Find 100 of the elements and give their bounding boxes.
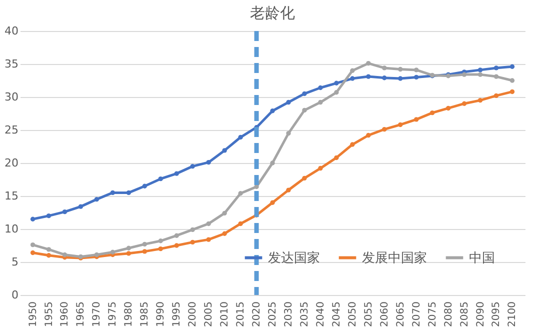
x-tick-label: 1995	[172, 302, 183, 327]
point	[174, 243, 179, 248]
x-tick-label: 1975	[108, 302, 119, 327]
point	[414, 74, 419, 80]
point	[318, 100, 323, 105]
point	[94, 196, 100, 202]
x-tick-label: 2035	[299, 302, 310, 327]
point	[366, 61, 371, 66]
point	[142, 249, 147, 254]
point	[494, 66, 499, 70]
x-tick-label: 2025	[268, 302, 278, 327]
y-tick-label: 35	[4, 58, 18, 70]
y-tick-label: 10	[4, 222, 18, 236]
point	[334, 90, 339, 95]
point	[286, 130, 291, 136]
x-tick-label: 2080	[443, 302, 454, 327]
point	[462, 101, 467, 106]
point	[46, 253, 52, 258]
point	[110, 250, 116, 254]
y-tick-label: 0	[12, 288, 18, 302]
x-tick-label: 1985	[140, 302, 151, 327]
point	[30, 250, 36, 256]
point	[350, 76, 355, 81]
point	[478, 72, 483, 77]
point	[222, 231, 227, 236]
x-tick-label: 2000	[188, 302, 199, 327]
point	[190, 240, 195, 245]
point	[302, 108, 307, 113]
x-tick-label: 2095	[491, 302, 502, 327]
x-tick-label: 2085	[459, 302, 470, 327]
point	[430, 110, 435, 116]
point	[334, 155, 339, 160]
x-tick-label: 1970	[92, 302, 103, 327]
point	[286, 100, 291, 105]
point	[414, 117, 419, 122]
point	[158, 176, 163, 182]
point	[494, 74, 499, 79]
point	[350, 68, 355, 73]
point	[206, 221, 211, 226]
x-tick-label: 2100	[507, 302, 518, 327]
x-tick-label: 2090	[475, 302, 486, 327]
point	[382, 76, 387, 80]
point	[206, 237, 211, 242]
point	[30, 216, 36, 222]
x-tick-label: 1955	[44, 302, 55, 327]
point	[126, 190, 132, 196]
point	[350, 142, 355, 147]
y-tick-label: 25	[4, 124, 18, 136]
point	[478, 98, 483, 103]
point	[174, 233, 179, 238]
y-tick-label: 20	[4, 156, 18, 170]
point	[238, 191, 243, 196]
legend-label: 中国	[469, 250, 495, 266]
legend-label: 发达国家	[268, 250, 320, 266]
point	[510, 64, 515, 69]
point	[270, 200, 275, 205]
chart-title: 老龄化	[250, 4, 295, 22]
point	[62, 252, 68, 258]
x-tick-label: 2005	[204, 302, 215, 327]
point	[46, 213, 52, 218]
point	[318, 85, 323, 90]
point	[478, 68, 483, 72]
point	[30, 242, 36, 248]
x-tick-label: 2045	[331, 302, 342, 327]
x-tick-label: 2060	[379, 302, 390, 327]
point	[142, 184, 147, 188]
point	[238, 134, 243, 140]
x-tick-label: 2010	[220, 302, 231, 327]
y-tick-label: 5	[12, 256, 18, 268]
x-tick-label: 2015	[236, 302, 247, 327]
point	[334, 80, 339, 86]
x-tick-label: 2030	[283, 302, 294, 327]
point	[62, 210, 68, 214]
point	[126, 246, 132, 250]
x-tick-label: 1990	[156, 302, 167, 327]
x-tick-label: 1950	[28, 302, 39, 327]
point	[318, 166, 323, 171]
point	[270, 160, 275, 166]
x-tick-label: 2075	[427, 302, 438, 327]
x-tick-label: 1960	[60, 302, 71, 327]
legend-label: 发展中国家	[362, 250, 427, 266]
point	[510, 78, 515, 83]
x-tick-label: 1965	[76, 302, 87, 327]
point	[382, 66, 387, 70]
point	[174, 171, 179, 176]
point	[238, 221, 243, 226]
point	[222, 210, 227, 216]
x-tick-label: 2055	[363, 302, 374, 327]
point	[286, 188, 291, 192]
point	[110, 190, 116, 196]
point	[302, 176, 307, 181]
x-tick-label: 2070	[411, 302, 422, 327]
x-tick-label: 2040	[315, 302, 326, 327]
point	[270, 108, 275, 114]
point	[398, 122, 403, 128]
point	[206, 160, 211, 165]
y-tick-label: 30	[4, 90, 18, 104]
point	[46, 247, 52, 252]
point	[158, 238, 163, 244]
point	[126, 251, 132, 256]
